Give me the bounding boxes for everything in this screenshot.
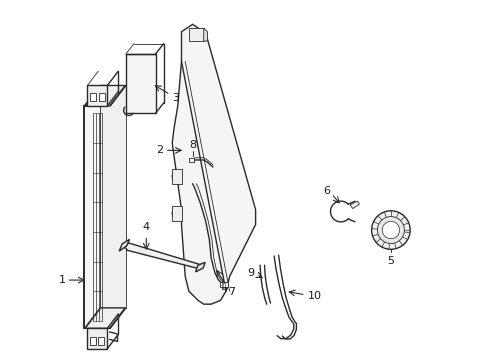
Text: 8: 8 [189,140,196,150]
Text: 7: 7 [227,288,234,297]
Polygon shape [100,85,125,308]
Polygon shape [85,85,125,106]
Polygon shape [188,158,194,162]
Polygon shape [87,328,107,348]
Polygon shape [125,54,155,113]
Polygon shape [220,282,227,288]
Text: 1: 1 [59,275,66,285]
Polygon shape [349,201,359,208]
Polygon shape [172,169,182,184]
Polygon shape [90,337,96,345]
Text: 6: 6 [322,186,329,196]
Polygon shape [90,93,96,102]
Circle shape [210,270,219,279]
Polygon shape [84,106,110,328]
Polygon shape [99,93,104,102]
Circle shape [131,100,139,108]
Circle shape [382,221,399,239]
Polygon shape [203,28,207,41]
Text: 2: 2 [156,145,163,156]
Polygon shape [119,239,129,251]
Circle shape [371,211,409,249]
Text: 10: 10 [307,291,321,301]
Circle shape [171,210,179,217]
Polygon shape [98,337,104,345]
Circle shape [129,57,141,69]
Circle shape [210,153,219,162]
Text: 5: 5 [386,256,394,266]
Text: 9: 9 [247,269,254,278]
Circle shape [192,32,200,39]
Polygon shape [85,308,125,328]
Text: 4: 4 [142,222,149,232]
Polygon shape [172,206,182,221]
Polygon shape [188,28,203,41]
Polygon shape [195,262,205,272]
Polygon shape [172,24,255,304]
Circle shape [210,238,219,248]
Polygon shape [124,243,200,269]
Polygon shape [87,85,107,106]
Text: 3: 3 [172,94,179,103]
Circle shape [171,172,179,180]
Circle shape [377,217,404,243]
